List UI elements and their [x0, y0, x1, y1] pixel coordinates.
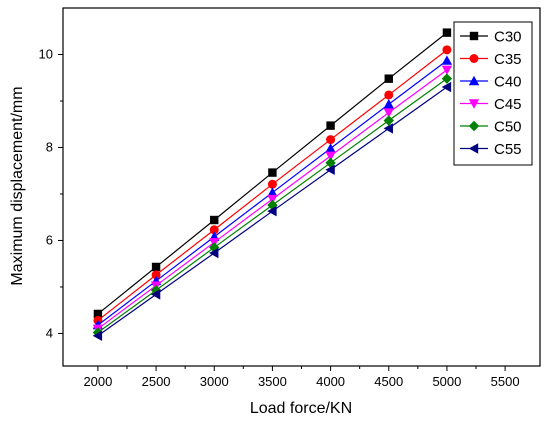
data-point-c45 [441, 65, 453, 76]
legend-item-c40: C40 [460, 74, 522, 91]
legend-item-c55: C55 [460, 141, 522, 158]
data-point-c30 [326, 121, 335, 130]
legend-label-c40: C40 [494, 74, 522, 91]
legend-marker-c45 [468, 99, 480, 109]
data-point-c55 [150, 289, 161, 300]
legend-label-c55: C55 [494, 141, 522, 158]
legend-item-c30: C30 [460, 29, 522, 46]
data-point-c30 [93, 309, 103, 319]
data-point-c55 [92, 330, 103, 341]
y-tick-label: 6 [46, 232, 53, 247]
data-point-c40 [267, 187, 278, 197]
legend-label-c45: C45 [494, 96, 522, 113]
data-point-c30 [151, 262, 161, 272]
data-point-c40 [441, 55, 453, 65]
legend-item-c50: C50 [460, 119, 522, 136]
data-point-c45 [383, 108, 394, 118]
data-point-c55 [383, 123, 393, 134]
data-point-c45 [325, 151, 336, 162]
data-point-c35 [267, 179, 277, 189]
x-tick-label: 2500 [142, 374, 171, 389]
legend-label-c35: C35 [494, 51, 522, 68]
data-point-c50 [209, 242, 220, 253]
legend-item-c35: C35 [460, 51, 522, 68]
data-point-c50 [383, 115, 394, 126]
legend-marker-c50 [468, 120, 480, 132]
legend-label-c30: C30 [494, 29, 522, 46]
legend-label-c50: C50 [494, 119, 522, 136]
data-point-c55 [267, 205, 277, 217]
data-point-c35 [209, 225, 219, 235]
series-c45 [92, 65, 453, 335]
series-c55 [92, 81, 452, 341]
data-point-c55 [441, 81, 452, 93]
legend-item-c45: C45 [460, 96, 522, 113]
x-tick-label: 5000 [432, 374, 461, 389]
x-tick-label: 4000 [316, 374, 345, 389]
series-c35 [93, 45, 452, 325]
data-point-c50 [325, 157, 336, 169]
data-point-c40 [383, 99, 394, 109]
legend-marker-c35 [469, 54, 479, 63]
data-point-c30 [210, 215, 219, 225]
data-point-c35 [151, 270, 161, 280]
y-tick-label: 8 [46, 139, 53, 154]
x-tick-label: 5500 [491, 374, 520, 389]
series-c30 [93, 28, 452, 319]
data-point-c45 [267, 194, 278, 205]
data-point-c30 [384, 74, 393, 83]
x-tick-label: 3000 [200, 374, 229, 389]
y-axis-title: Maximum displacement/mm [9, 86, 26, 285]
data-point-c35 [384, 90, 394, 100]
legend-marker-c40 [468, 75, 480, 86]
x-tick-label: 2000 [83, 374, 112, 389]
x-axis-title: Load force/KN [250, 400, 352, 417]
data-point-c55 [209, 247, 219, 259]
data-point-c35 [326, 135, 336, 145]
legend: C30 C35 C40 C45 C50 C55 [453, 21, 533, 166]
legend-box [453, 21, 533, 166]
data-point-c40 [325, 143, 336, 153]
data-point-c30 [268, 168, 277, 177]
x-tick-label: 3500 [258, 374, 287, 389]
data-point-c50 [441, 73, 453, 84]
y-tick-label: 10 [39, 46, 53, 61]
data-point-c35 [442, 45, 452, 55]
series-c50 [92, 73, 453, 338]
data-point-c55 [325, 164, 335, 175]
x-tick-label: 4500 [374, 374, 403, 389]
legend-marker-c30 [469, 31, 479, 41]
y-tick-label: 4 [46, 325, 53, 340]
series-c40 [92, 55, 453, 330]
data-point-c30 [442, 28, 452, 37]
legend-marker-c55 [468, 143, 479, 154]
